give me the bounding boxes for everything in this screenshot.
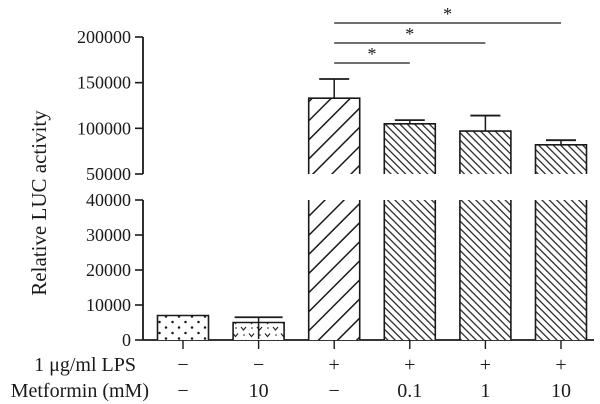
y-tick-label: 20000 [86,260,131,280]
y-axis-title: Relative LUC activity [27,110,51,296]
bar-lower-outline [383,200,437,340]
bar-lower-outline [534,200,588,340]
bars [156,78,588,340]
bar-outline [156,314,210,340]
bar-upper-outline [383,122,437,174]
bar-upper-fill [308,98,360,174]
y-tick-label: 40000 [86,190,131,210]
condition-symbol: − [329,380,340,402]
bar-lower-fill [459,200,511,340]
bar-4 [383,119,437,340]
significance-star: * [368,44,377,64]
bar-lower-fill [157,315,209,340]
bar-1 [156,314,210,340]
condition-symbol: 1 [480,380,490,402]
condition-symbol: + [404,354,415,376]
bar-upper-fill [535,144,587,174]
condition-symbol: 10 [249,380,269,402]
bar-upper-fill [384,123,436,174]
significance-star: * [405,24,414,44]
bar-6 [534,139,588,340]
y-tick-label: 50000 [86,164,131,184]
condition-symbol: + [480,354,491,376]
y-axis: 50000 100000 150000 200000 0 10000 20000 30000 4… [27,27,144,350]
bar-lower-outline [307,200,361,340]
bar-5 [459,114,512,340]
bar-lower-outline [459,200,512,340]
condition-symbol: 0.1 [397,380,422,402]
bar-3 [307,78,361,340]
y-tick-label: 150000 [77,73,131,93]
condition-symbol: − [177,380,188,402]
row-label: 1 μg/ml LPS [34,354,136,376]
condition-symbol: + [329,354,340,376]
significance-brackets: * * * [334,4,561,64]
y-tick-label: 0 [122,330,131,350]
bar-upper-fill [459,131,511,174]
bar-2 [232,316,285,340]
x-axis [143,339,594,349]
condition-symbol: − [177,354,188,376]
condition-symbol: − [253,354,264,376]
bar-lower-fill [308,200,360,340]
y-tick-label: 100000 [77,118,131,138]
y-tick-label: 200000 [77,27,131,47]
condition-symbol: + [555,354,566,376]
bar-lower-fill [535,200,587,340]
significance-star: * [443,4,452,24]
y-tick-label: 10000 [86,295,131,315]
condition-symbol: 10 [551,380,571,402]
y-tick-label: 30000 [86,225,131,245]
condition-rows: 1 μg/ml LPS − − + + + + Metformin (mM) − 10 − 0.1 1 1… [11,354,571,402]
bar-lower-fill [384,200,436,340]
row-label: Metformin (mM) [11,380,149,402]
